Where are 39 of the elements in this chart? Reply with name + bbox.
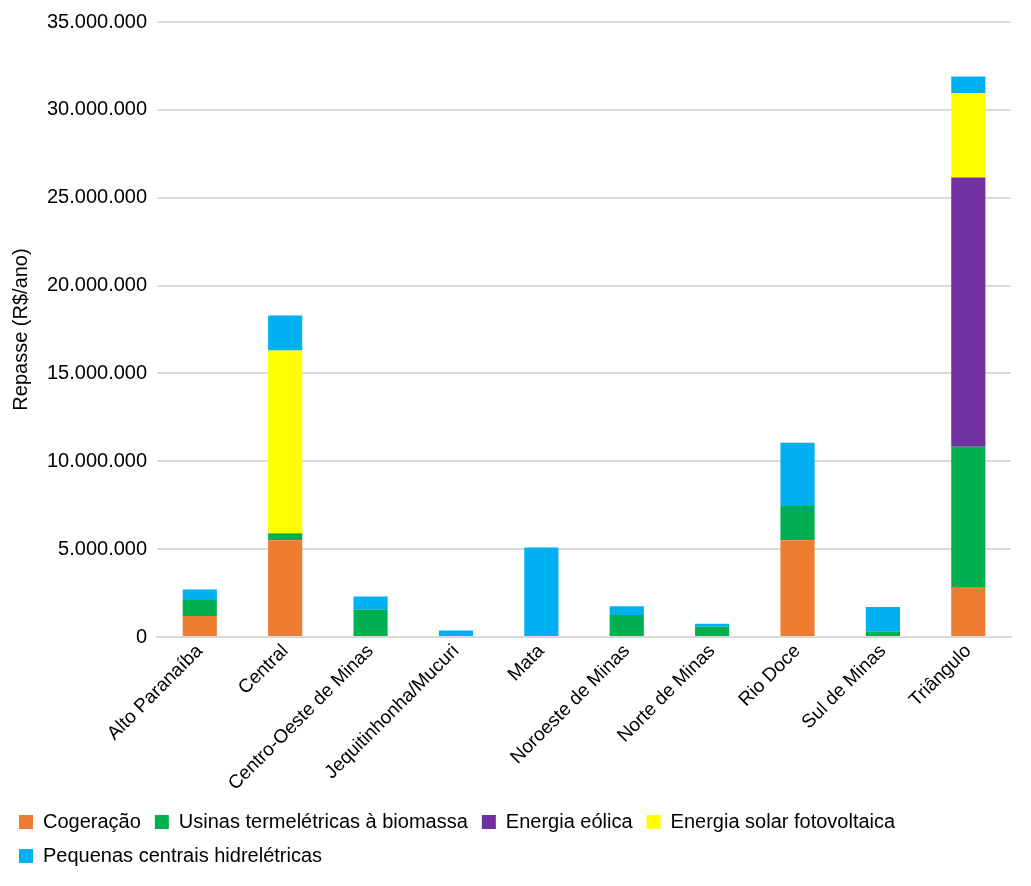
bar	[951, 446, 986, 587]
bar	[951, 177, 986, 447]
bar	[951, 93, 986, 178]
bar	[182, 600, 217, 616]
bar	[780, 442, 815, 507]
bar	[865, 631, 900, 636]
bar	[695, 626, 730, 636]
bar	[524, 547, 559, 636]
bar	[268, 350, 303, 534]
bar	[182, 615, 217, 636]
bar	[353, 596, 388, 610]
legend-label: Pequenas centrais hidrelétricas	[43, 843, 323, 866]
y-tick-label: 5.000.000	[58, 536, 148, 559]
y-tick-label: 25.000.000	[46, 185, 148, 208]
bar	[609, 615, 644, 636]
bar	[780, 540, 815, 636]
bar	[951, 586, 986, 636]
bar	[865, 607, 900, 632]
bar	[268, 315, 303, 351]
bar	[182, 589, 217, 601]
bar	[268, 533, 303, 541]
legend-label: Usinas termelétricas à biomassa	[178, 809, 469, 832]
legend-label: Cogeração	[43, 809, 141, 832]
bar	[695, 623, 730, 627]
y-tick-label: 35.000.000	[46, 9, 148, 32]
y-tick-label: 20.000.000	[46, 273, 148, 296]
bar	[780, 506, 815, 541]
legend-label: Energia solar fotovoltaica	[670, 809, 897, 832]
bar	[438, 630, 474, 636]
y-tick-label: 15.000.000	[46, 360, 148, 383]
y-tick-label: 30.000.000	[46, 97, 148, 120]
bar	[609, 606, 644, 616]
legend-label: Energia eólica	[505, 809, 634, 832]
bar	[951, 76, 986, 94]
y-tick-label: 10.000.000	[46, 448, 148, 471]
bar	[353, 609, 388, 636]
y-axis-title: Repasse (R$/ano)	[8, 248, 31, 411]
y-tick-label: 0	[135, 624, 148, 647]
bar	[268, 540, 303, 636]
